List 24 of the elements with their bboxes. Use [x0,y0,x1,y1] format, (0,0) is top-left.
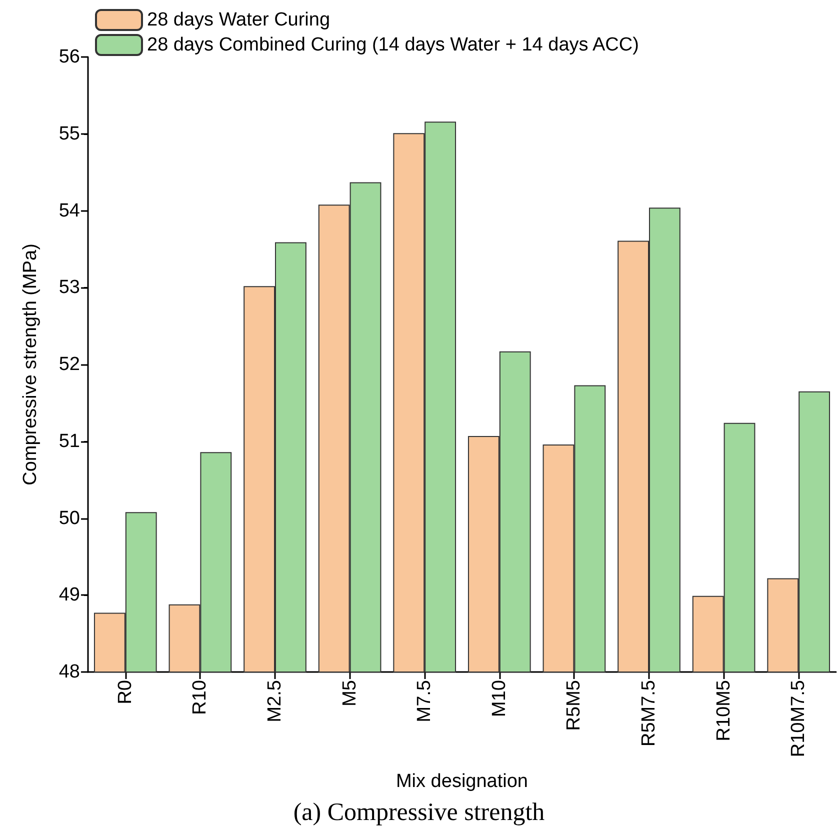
y-tick-label: 49 [58,584,80,606]
x-tick-label: R10M5 [713,680,734,742]
x-tick-label: R5M7.5 [638,680,660,747]
y-tick-label: 54 [58,200,80,222]
y-tick-label: 53 [58,277,80,298]
y-tick-label: 48 [58,662,80,682]
y-tick-label: 52 [58,354,80,375]
x-tick-label: M10 [488,680,510,717]
y-tick-label: 50 [58,508,80,529]
y-axis-title: Compressive strength (MPa) [20,244,41,486]
x-tick-label: R10 [190,680,211,715]
text: (a) Compressive strength [293,799,546,826]
x-tick-label: R5M5 [564,680,585,731]
x-tick-label: M2.5 [264,680,286,722]
legend-label: 28 days Water Curing [147,10,330,30]
legend-label: 28 days Combined Curing (14 days Water + 14 days ACC) [147,34,639,56]
x-tick-label: R0 [114,680,136,704]
y-tick-label: 56 [58,46,80,68]
y-tick-label: 51 [58,430,80,452]
x-axis-title: Mix designation [396,771,528,792]
y-tick-label: 55 [58,123,80,144]
x-tick-label: R10M7.5 [788,680,810,758]
x-tick-label: M5 [339,680,360,706]
x-tick-label: M7.5 [414,680,436,722]
